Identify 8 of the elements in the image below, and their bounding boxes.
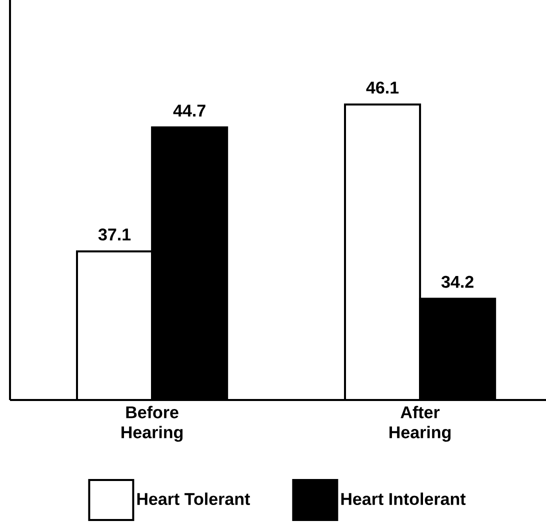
legend-label: Heart Intolerant <box>341 492 466 506</box>
data-label: 46.1 <box>366 82 399 94</box>
x-tick-label: After Hearing <box>390 406 451 442</box>
legend-label: Heart Tolerant <box>137 492 250 506</box>
data-label: 34.2 <box>441 276 474 288</box>
data-label: 37.1 <box>98 228 131 241</box>
data-label: 44.7 <box>173 104 206 116</box>
x-tick-label: Before Hearing <box>122 406 183 442</box>
